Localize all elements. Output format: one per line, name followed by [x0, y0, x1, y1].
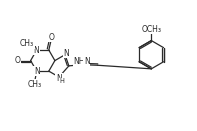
Text: N: N	[34, 46, 39, 54]
Text: OCH₃: OCH₃	[142, 25, 162, 34]
Text: O: O	[48, 33, 54, 42]
Text: CH₃: CH₃	[20, 39, 34, 48]
Text: NH: NH	[73, 57, 85, 66]
Text: CH₃: CH₃	[28, 80, 42, 89]
Text: O: O	[15, 56, 21, 65]
Text: N: N	[84, 57, 90, 66]
Text: H: H	[59, 78, 64, 84]
Text: N: N	[56, 74, 62, 83]
Text: N: N	[34, 67, 40, 76]
Text: N: N	[63, 49, 69, 58]
